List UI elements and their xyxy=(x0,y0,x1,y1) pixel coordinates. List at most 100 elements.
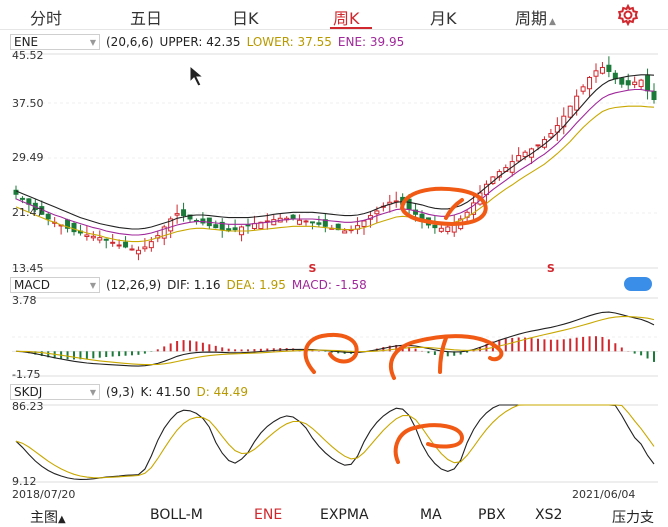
tab-boll-m[interactable]: BOLL-M xyxy=(150,507,203,523)
period-tabs: 分时 五日 日K 周K 月K 周期 ▲ xyxy=(0,0,668,30)
ene-indicator-select[interactable]: ENE ▼ xyxy=(10,34,100,50)
ene-indicator-row: ENE ▼ (20,6,6) UPPER: 42.35 LOWER: 37.55 … xyxy=(0,33,668,51)
macd-indicator-select[interactable]: MACD ▼ xyxy=(10,277,100,293)
candle-body xyxy=(638,79,644,88)
candle-body xyxy=(606,64,612,72)
tab-weekly-k[interactable]: 周K xyxy=(333,9,360,28)
tab-daily-k[interactable]: 日K xyxy=(232,9,259,28)
candle-body xyxy=(148,241,154,249)
skdj-ytick-bottom: 9.12 xyxy=(12,475,37,488)
expand-button[interactable] xyxy=(624,277,652,291)
candle-body xyxy=(445,226,451,232)
skdj-indicator-row: SKDJ ▼ (9,3) K: 41.50 D: 44.49 xyxy=(0,383,668,401)
ene-mid-value: ENE: 39.95 xyxy=(337,35,405,49)
candle-body xyxy=(625,80,631,86)
macd-ytick-top: 3.78 xyxy=(12,294,37,307)
candle-body xyxy=(619,77,625,85)
tab-xs2[interactable]: XS2 xyxy=(535,507,563,523)
candle-body xyxy=(438,227,444,232)
gear-icon[interactable] xyxy=(616,4,640,26)
candle-body xyxy=(522,151,528,158)
macd-dif-line xyxy=(15,311,655,367)
candle-body xyxy=(632,81,638,86)
indicator-tabs: 主图▲ BOLL-M ENE EXPMA MA PBX XS2 压力支 xyxy=(0,504,668,527)
candle-body xyxy=(599,66,605,74)
skdj-ytick-top: 86.23 xyxy=(12,400,44,413)
candle-body xyxy=(142,246,148,250)
candle-body xyxy=(413,209,419,215)
candle-body xyxy=(361,220,367,227)
candle-body xyxy=(129,248,135,251)
cursor-icon xyxy=(189,64,205,87)
candle-body xyxy=(116,244,122,247)
candle-body xyxy=(593,70,599,77)
annotation-stroke xyxy=(444,198,464,220)
candle-body xyxy=(580,86,586,92)
ene-lower-value: LOWER: 37.55 xyxy=(246,35,332,49)
date-start: 2018/07/20 xyxy=(12,488,76,501)
tab-expma[interactable]: EXPMA xyxy=(320,507,369,523)
candle-body xyxy=(161,226,167,239)
ene-params: (20,6,6) xyxy=(106,35,154,49)
ene-ytick-2: 37.50 xyxy=(12,97,44,110)
macd-dif-value: DIF: 1.16 xyxy=(167,278,221,292)
candle-body xyxy=(535,144,541,147)
ene-ytick-4: 21.47 xyxy=(12,206,44,219)
tab-main-chart[interactable]: 主图▲ xyxy=(30,507,66,527)
ene-ytick-3: 29.49 xyxy=(12,151,44,164)
annotation-circle-price xyxy=(400,186,488,226)
tab-period[interactable]: 周期 ▲ xyxy=(515,5,556,29)
tab-pressure-support[interactable]: 压力支 xyxy=(612,510,654,526)
macd-ytick-bottom: -1.75 xyxy=(12,368,41,381)
tab-minute[interactable]: 分时 xyxy=(30,9,63,28)
candle-body xyxy=(297,219,303,225)
tab-ma[interactable]: MA xyxy=(420,507,442,523)
candle-body xyxy=(19,197,25,200)
macd-indicator-row: MACD ▼ (12,26,9) DIF: 1.16 DEA: 1.95 MACD… xyxy=(0,276,668,294)
candle-body xyxy=(187,214,193,220)
date-end: 2021/06/04 xyxy=(572,488,636,501)
chevron-down-icon: ▼ xyxy=(89,37,96,47)
candle-body xyxy=(322,219,328,227)
candle-body xyxy=(574,95,580,111)
candle-body xyxy=(168,218,174,232)
candle-body xyxy=(516,155,522,162)
candle-body xyxy=(45,213,51,220)
candle-body xyxy=(342,230,348,234)
candle-body xyxy=(219,221,225,231)
candle-body xyxy=(587,76,593,90)
candle-body xyxy=(258,221,264,230)
ene-sell-signal-2: S xyxy=(547,262,555,275)
ene-ytick-top: 45.52 xyxy=(12,49,44,62)
chevron-down-icon: ▲ xyxy=(549,17,556,27)
candle-body xyxy=(290,214,296,220)
macd-dea-value: DEA: 1.95 xyxy=(226,278,286,292)
candle-body xyxy=(135,249,141,255)
skdj-indicator-name: SKDJ xyxy=(14,385,43,399)
macd-dea-line xyxy=(15,316,655,366)
candle-body xyxy=(645,75,651,92)
tab-pbx[interactable]: PBX xyxy=(478,507,506,523)
candle-body xyxy=(251,223,257,230)
tab-ene[interactable]: ENE xyxy=(254,507,283,523)
annotation-circle-macd-2 xyxy=(388,334,504,380)
skdj-indicator-select[interactable]: SKDJ ▼ xyxy=(10,384,100,400)
chevron-down-icon: ▼ xyxy=(89,280,96,290)
candle-body xyxy=(432,224,438,229)
annotation-circle-macd-1 xyxy=(303,333,359,374)
candle-body xyxy=(84,234,90,237)
candle-body xyxy=(232,227,238,231)
macd-indicator-name: MACD xyxy=(14,278,50,292)
candle-body xyxy=(303,220,309,223)
tab-five-day[interactable]: 五日 xyxy=(130,9,163,28)
candle-body xyxy=(567,105,573,118)
ene-upper-line xyxy=(15,74,655,230)
candle-body xyxy=(90,235,96,239)
candle-body xyxy=(123,241,129,248)
candle-body xyxy=(541,139,547,148)
tab-monthly-k[interactable]: 月K xyxy=(430,9,457,28)
candle-body xyxy=(245,224,251,227)
candle-body xyxy=(309,221,315,224)
candle-body xyxy=(181,209,187,217)
